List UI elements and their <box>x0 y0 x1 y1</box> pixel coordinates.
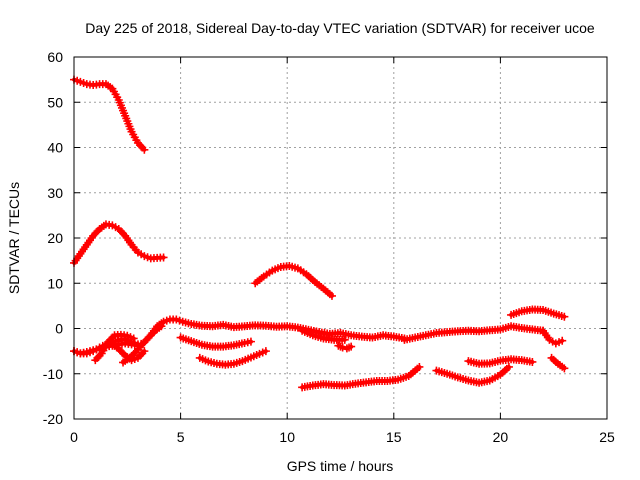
series-arc-16 <box>464 355 537 368</box>
x-axis-label: GPS time / hours <box>287 458 394 474</box>
series-arc-7 <box>119 322 166 367</box>
series-arc-19 <box>547 353 569 373</box>
series-arc-13 <box>298 362 424 392</box>
data-point-marker <box>159 253 168 262</box>
data-point-marker <box>140 145 149 154</box>
data-point-marker <box>246 337 255 346</box>
series-arc-10 <box>251 262 336 300</box>
y-tick-label: -20 <box>43 411 63 427</box>
y-tick-label: -10 <box>43 366 63 382</box>
data-points <box>70 75 569 392</box>
data-point-marker <box>327 291 336 300</box>
series-arc-11 <box>298 326 349 344</box>
x-tick-label: 15 <box>386 429 402 445</box>
data-point-marker <box>340 335 349 344</box>
chart-title: Day 225 of 2018, Sidereal Day-to-day VTE… <box>85 20 595 36</box>
x-tick-label: 25 <box>599 429 615 445</box>
data-point-marker <box>560 312 569 321</box>
grid <box>74 57 607 419</box>
data-point-marker <box>504 362 513 371</box>
x-tick-label: 20 <box>493 429 509 445</box>
y-tick-label: 20 <box>47 230 63 246</box>
data-point-marker <box>528 357 537 366</box>
series-arc-8 <box>176 333 255 351</box>
series-arc-17 <box>507 305 569 321</box>
data-point-marker <box>261 347 270 356</box>
series-arc-14 <box>400 322 548 344</box>
data-point-marker <box>129 334 138 343</box>
series-arc-18 <box>539 326 567 348</box>
y-tick-label: 10 <box>47 275 63 291</box>
series-arc-2 <box>70 220 168 267</box>
series-arc-12 <box>334 341 356 353</box>
y-tick-label: 30 <box>47 185 63 201</box>
series-arc-15 <box>432 362 513 387</box>
series-arc-9 <box>195 347 270 369</box>
data-point-marker <box>560 364 569 373</box>
x-tick-label: 10 <box>279 429 295 445</box>
data-point-marker <box>415 362 424 371</box>
data-point-marker <box>347 342 356 351</box>
series-arc-5 <box>91 330 138 365</box>
y-tick-label: 50 <box>47 94 63 110</box>
x-tick-label: 0 <box>70 429 78 445</box>
data-point-marker <box>558 336 567 345</box>
data-point-marker <box>157 322 166 331</box>
y-axis-label: SDTVAR / TECUs <box>6 182 22 294</box>
series-arc-1 <box>70 75 149 154</box>
y-tick-label: 60 <box>47 49 63 65</box>
ticks: 0 5 10 15 20 25 -20 -10 0 10 20 30 40 50 60 <box>43 49 615 445</box>
y-tick-label: 0 <box>55 321 63 337</box>
x-tick-label: 5 <box>177 429 185 445</box>
data-point-marker <box>140 347 149 356</box>
y-tick-label: 40 <box>47 140 63 156</box>
